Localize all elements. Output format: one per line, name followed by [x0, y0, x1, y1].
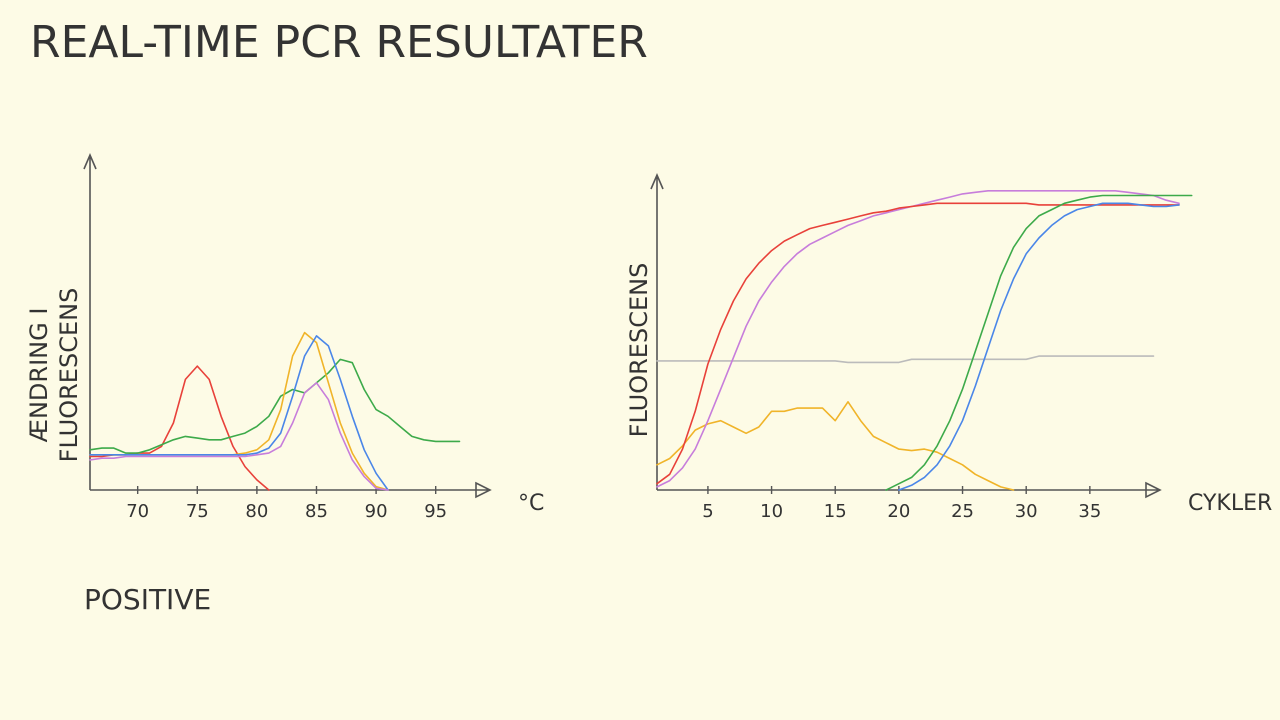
curve — [656, 401, 1015, 491]
x-tick-label: 70 — [126, 501, 149, 522]
x-tick-label: 95 — [424, 501, 447, 522]
curve — [89, 358, 461, 454]
curve — [89, 335, 389, 491]
x-tick-label: 25 — [951, 501, 974, 522]
y-axis-label: FLUORESCENS — [625, 263, 653, 438]
x-tick-label: 5 — [702, 501, 713, 522]
x-tick-label: 90 — [365, 501, 388, 522]
x-tick-label: 20 — [887, 501, 910, 522]
x-tick-label: 30 — [1015, 501, 1038, 522]
x-axis — [90, 481, 492, 499]
x-tick-label: 10 — [760, 501, 783, 522]
x-axis — [657, 481, 1162, 499]
annotation: POSITIVE — [84, 583, 211, 616]
curve — [656, 190, 1180, 488]
y-axis — [83, 152, 97, 490]
curve — [898, 202, 1180, 491]
page-title: REAL-TIME PCR RESULTATER — [30, 17, 648, 68]
curve — [89, 382, 389, 491]
x-axis-label: °C — [518, 491, 544, 516]
y-axis — [650, 172, 664, 490]
x-axis-label: CYKLER — [1188, 491, 1272, 516]
x-tick-label: 85 — [305, 501, 328, 522]
x-tick-label: 15 — [824, 501, 847, 522]
x-tick-label: 75 — [186, 501, 209, 522]
curve — [656, 202, 1180, 485]
x-tick-label: 80 — [245, 501, 268, 522]
y-axis-label: FLUORESCENS — [55, 288, 83, 463]
y-axis-label: ÆNDRING I — [25, 308, 53, 443]
curve — [885, 194, 1193, 491]
curve — [89, 331, 389, 491]
curve — [656, 355, 1155, 364]
x-tick-label: 35 — [1078, 501, 1101, 522]
curve — [89, 365, 270, 491]
